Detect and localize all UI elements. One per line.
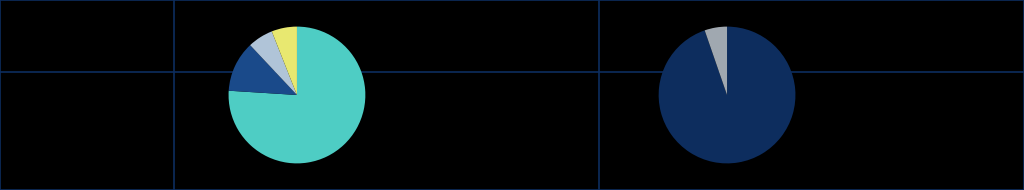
Wedge shape bbox=[705, 27, 727, 95]
Wedge shape bbox=[658, 27, 796, 163]
Wedge shape bbox=[271, 27, 297, 95]
Wedge shape bbox=[228, 27, 366, 163]
Wedge shape bbox=[250, 31, 297, 95]
Wedge shape bbox=[228, 45, 297, 95]
